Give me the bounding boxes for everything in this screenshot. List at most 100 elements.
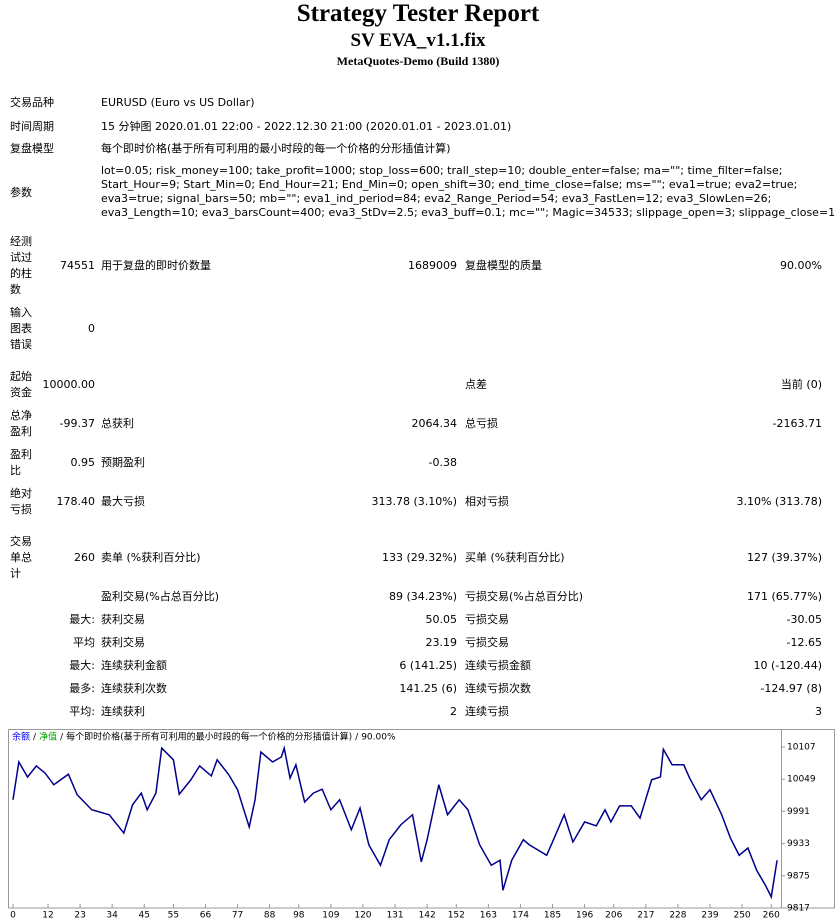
x-tick-label: 260 <box>763 911 780 921</box>
legend-text: / <box>60 733 64 743</box>
title: Strategy Tester Report <box>296 0 540 27</box>
stat-value: 178.40 <box>56 495 96 508</box>
stat-prefix: 最大: <box>69 613 95 626</box>
stat-name3: 亏损交易(%占总百分比) <box>465 590 584 603</box>
stat-value2: 141.25 (6) <box>399 682 457 695</box>
param-line: eva3_Length=10; eva3_barsCount=400; eva3… <box>101 206 836 219</box>
setting-value: 每个即时价格(基于所有可利用的最小时段的每一个价格的分形插值计算) <box>101 142 451 155</box>
x-tick-label: 66 <box>200 911 212 921</box>
stat-value3: 3 <box>815 705 822 718</box>
stat-value: 74551 <box>60 259 95 272</box>
balance-line <box>12 745 778 900</box>
stat-value2: 313.78 (3.10%) <box>371 495 457 508</box>
stat-value: -99.37 <box>59 417 95 430</box>
stat-value: 0.95 <box>70 456 96 469</box>
stat-value2: -0.38 <box>428 456 457 469</box>
stat-value3: -124.97 (8) <box>760 682 822 695</box>
x-tick-label: 206 <box>605 911 622 921</box>
stat-value3: -2163.71 <box>772 417 822 430</box>
stat-value3: 3.10% (313.78) <box>736 495 822 508</box>
stat-name3: 连续亏损金额 <box>465 659 531 672</box>
x-tick-label: 34 <box>106 911 118 921</box>
y-tick-label: 10107 <box>787 743 816 753</box>
setting-value: 15 分钟图 2020.01.01 22:00 - 2022.12.30 21:… <box>101 120 512 133</box>
param-line: lot=0.05; risk_money=100; take_profit=10… <box>101 164 783 177</box>
stat-name3: 复盘模型的质量 <box>465 259 542 272</box>
stat-value: 10000.00 <box>42 378 96 391</box>
stat-name3: 买单 (%获利百分比) <box>465 551 565 564</box>
param-line: Start_Hour=9; Start_Min=0; End_Hour=21; … <box>101 178 798 191</box>
stat-name2: 最大亏损 <box>101 495 145 508</box>
stat-name2: 获利交易 <box>101 636 145 649</box>
stat-name2: 连续获利 <box>101 705 145 718</box>
stat-label: 盈利比 <box>10 448 32 477</box>
stat-label: 输入图表错误 <box>10 306 32 351</box>
x-tick-label: 142 <box>419 911 436 921</box>
x-tick-label: 196 <box>576 911 593 921</box>
legend-text: / <box>33 733 37 743</box>
stat-label: 起始资金 <box>10 370 32 399</box>
stat-name3: 连续亏损 <box>465 705 509 718</box>
stat-value2: 6 (141.25) <box>399 659 457 672</box>
stat-name2: 总获利 <box>101 417 134 430</box>
stat-value: 0 <box>88 322 95 335</box>
chart-frame <box>8 729 835 909</box>
setting-label: 复盘模型 <box>10 142 54 155</box>
legend-text: 余额 <box>12 731 30 743</box>
x-tick-label: 98 <box>293 911 305 921</box>
stat-name3: 相对亏损 <box>465 495 509 508</box>
stat-name3: 总亏损 <box>465 417 498 430</box>
stat-value3: -12.65 <box>786 636 822 649</box>
stat-value3: 171 (65.77%) <box>746 590 822 603</box>
stat-name2: 卖单 (%获利百分比) <box>101 551 201 564</box>
y-tick-label: 9817 <box>787 904 810 914</box>
stat-label: 总净盈利 <box>10 409 32 438</box>
y-tick-label: 9933 <box>787 839 810 849</box>
param-label: 参数 <box>10 186 32 199</box>
stat-name2: 连续获利金额 <box>101 659 167 672</box>
chart: 9817 9875 9933 9991 10049 10107 0 12 23 34 45 55 66 7… <box>8 729 835 921</box>
subtitle: SV EVA_v1.1.fix <box>350 30 486 51</box>
stat-value3: 10 (-120.44) <box>753 659 822 672</box>
stat-value3: -30.05 <box>786 613 822 626</box>
x-tick-label: 45 <box>139 911 150 921</box>
x-tick-label: 88 <box>264 911 276 921</box>
y-tick-label: 9875 <box>787 871 810 881</box>
x-tick-label: 239 <box>701 911 718 921</box>
stat-value: 260 <box>74 551 95 564</box>
stat-name3: 亏损交易 <box>465 636 509 649</box>
stat-value2: 23.19 <box>425 636 458 649</box>
stat-value3: 当前 (0) <box>780 378 822 391</box>
stat-value3: 90.00% <box>780 259 822 272</box>
legend-text: 每个即时价格(基于所有可利用的最小时段的每一个价格的分形插值计算) <box>66 731 352 743</box>
x-tick-label: 131 <box>386 911 403 921</box>
stat-prefix: 最多: <box>69 682 95 695</box>
x-tick-label: 228 <box>669 911 686 921</box>
x-tick-label: 163 <box>480 911 497 921</box>
param-line: eva3=true; signal_bars=50; mb=""; eva1_i… <box>101 192 772 205</box>
stat-name2: 预期盈利 <box>101 456 145 469</box>
stat-value3: 127 (39.37%) <box>746 551 822 564</box>
y-tick-label: 9991 <box>787 807 810 817</box>
y-tick-label: 10049 <box>787 775 816 785</box>
stat-label: 绝对亏损 <box>10 487 32 516</box>
build: MetaQuotes-Demo (Build 1380) <box>336 54 500 68</box>
stat-name3: 亏损交易 <box>465 613 509 626</box>
setting-label: 交易品种 <box>10 96 54 109</box>
x-tick-label: 174 <box>512 911 529 921</box>
stat-name2: 用于复盘的即时价数量 <box>101 259 211 272</box>
legend-text: 90.00% <box>361 733 396 743</box>
stat-prefix: 平均: <box>69 705 95 718</box>
stat-value2: 133 (29.32%) <box>381 551 457 564</box>
stat-name3: 连续亏损次数 <box>465 682 531 695</box>
stat-prefix: 平均 <box>73 636 95 649</box>
legend-text: 净值 <box>39 731 57 743</box>
legend-text: / <box>355 733 359 743</box>
x-tick-label: 152 <box>448 911 465 921</box>
stat-name3: 点差 <box>465 378 487 391</box>
setting-label: 时间周期 <box>10 120 54 133</box>
stat-name2: 盈利交易(%占总百分比) <box>101 590 220 603</box>
stat-label: 交易单总计 <box>10 535 32 580</box>
stat-prefix: 最大: <box>69 659 95 672</box>
